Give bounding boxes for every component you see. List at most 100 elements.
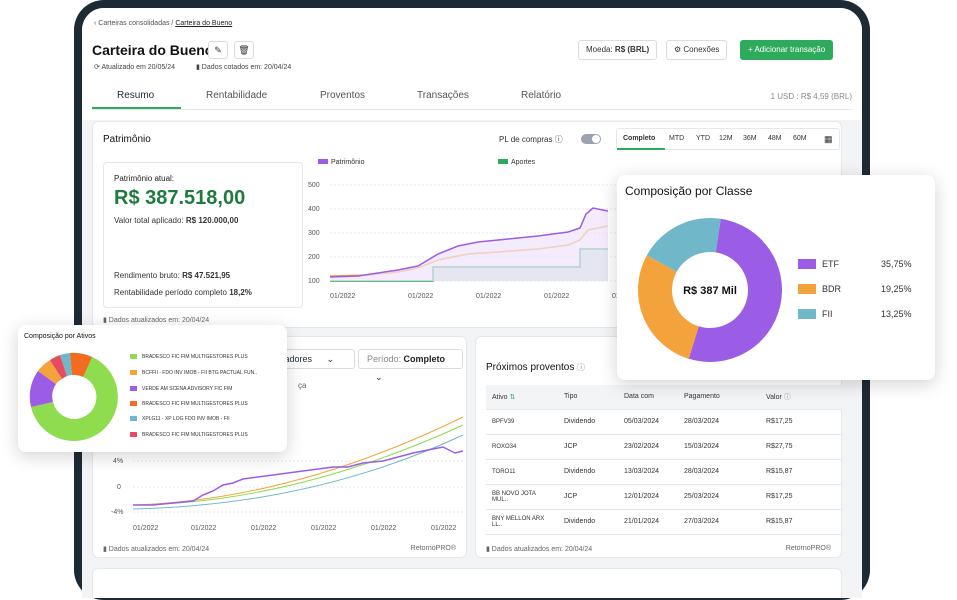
x-tick: 01/2022 (330, 293, 355, 300)
tab-rentabilidade[interactable]: Rentabilidade (206, 90, 268, 101)
etf-label: ETF (822, 259, 839, 269)
pl-toggle-text: PL de compras (499, 135, 553, 144)
series-teal-line (132, 434, 464, 510)
period-selector (616, 128, 840, 150)
period-completo[interactable]: Completo (623, 135, 656, 142)
legend-text: BCFFII - FDO INV IMOB - FII BTG PACTUAL … (142, 370, 258, 376)
calendar-icon[interactable]: ▦ (824, 134, 833, 144)
y-tick: -4% (111, 509, 123, 516)
indicators-text: cadores (280, 354, 313, 364)
period-12m[interactable]: 12M (719, 135, 733, 142)
swatch (130, 370, 137, 376)
page-title: Carteira do Bueno (92, 42, 214, 58)
proventos-footer: ▮ Dados atualizados em: 20/04/24 (486, 546, 593, 553)
applied-label: Valor total aplicado: (114, 216, 184, 225)
table-row[interactable]: BNY MELLON ARX LL.. Dividendo 21/01/2024 27… (486, 509, 842, 535)
y-tick: 300 (308, 230, 320, 237)
legend-text: VERDE AM SCENA ADVISORY FIC FIM (142, 386, 233, 392)
col-valor: Valor ⓘ (760, 385, 842, 410)
tab-relatorio[interactable]: Relatório (521, 90, 562, 101)
currency-value: R$ (BRL) (614, 45, 650, 54)
table-row[interactable]: BB NOVO JOTA MUL.. JCP 12/01/2024 25/03/202… (486, 484, 842, 510)
rent-footer: ▮ Dados atualizados em: 20/04/24 (103, 546, 210, 553)
currency-select[interactable]: Moeda: R$ (BRL) (578, 40, 658, 60)
cell-tipo: Dividendo (558, 509, 618, 535)
breadcrumb-current[interactable]: Carteira do Bueno (175, 20, 233, 27)
etf-value: 35,75% (881, 259, 912, 269)
breadcrumb-root[interactable]: Carteiras consolidadas / (98, 20, 174, 27)
y-tick: 200 (308, 254, 320, 261)
y-tick: 400 (308, 206, 320, 213)
info-icon[interactable]: ⓘ (577, 363, 586, 372)
classe-center-label: R$ 387 Mil (683, 285, 737, 297)
cell-data: 12/01/2024 (618, 484, 678, 510)
updated-date: ⟳ Atualizado em 20/05/24 (94, 64, 175, 71)
y-ticks: 500 400 300 200 100 (308, 182, 320, 285)
back-icon[interactable]: ‹ (94, 20, 99, 27)
period-48m[interactable]: 48M (768, 135, 782, 142)
legend-text: BRADESCO FIC FIM MULTIGESTORES PLUS (142, 401, 248, 407)
quoted-text: Dados cotados em: 20/04/24 (201, 64, 292, 71)
period-36m[interactable]: 36M (743, 135, 757, 142)
swatch (130, 354, 137, 360)
gross-value: R$ 47.521,95 (182, 271, 231, 280)
legend-text: XPLG11 - XP LOG FDO INV IMOB - FII (142, 416, 230, 422)
period-60m[interactable]: 60M (793, 135, 807, 142)
series-purple-line (133, 446, 464, 506)
y-tick: 4% (113, 458, 123, 465)
tab-transacoes[interactable]: Transações (417, 90, 469, 101)
cell-ativo: TORO11 (486, 459, 558, 485)
period-select-value: Completo (403, 354, 446, 364)
cell-tipo: Dividendo (558, 459, 618, 485)
classe-title: Composição por Classe (625, 184, 753, 198)
legend-aportes-swatch (498, 159, 508, 164)
x-tick: 01/2022 (476, 293, 501, 300)
classe-slices (638, 218, 783, 362)
cell-pagamento: 27/03/2024 (678, 509, 760, 535)
usd-rate: 1 USD : R$ 4,59 (BRL) (771, 92, 852, 101)
col-tipo: Tipo (558, 385, 618, 410)
cell-tipo: Dividendo (558, 409, 618, 435)
slice-6 (50, 355, 67, 379)
trash-icon[interactable]: 🗑 (234, 41, 254, 59)
rent-fragment: ça (298, 381, 307, 390)
cell-ativo: BNY MELLON ARX LL.. (486, 509, 558, 535)
cell-pagamento: 25/03/2024 (678, 484, 760, 510)
legend-patrimonio-swatch (318, 159, 328, 164)
pl-toggle-switch[interactable] (581, 134, 601, 144)
period-select[interactable]: Período: Completo ⌄ (358, 349, 463, 382)
usd-rate-label: 1 USD : (770, 92, 799, 101)
table-row[interactable]: TORO11 Dividendo 13/03/2024 28/03/2024 R$15,… (486, 459, 842, 485)
col-valor-label: Valor (766, 393, 782, 401)
ativos-legend-item: BRADESCO FIC FIM MULTIGESTORES PLUS (130, 354, 248, 360)
cell-ativo: ROXO34 (486, 434, 558, 460)
legend-aportes: Aportes (511, 159, 536, 166)
table-row[interactable]: BPFV39 Dividendo 05/03/2024 28/03/2024 R$17,… (486, 409, 842, 435)
return-row: Rentabilidade período completo 18,2% (114, 288, 252, 297)
bdr-value: 19,25% (881, 284, 912, 294)
edit-icon[interactable]: ✎ (208, 41, 228, 59)
x-tick: 01/2022 (191, 525, 216, 532)
x-tick: 01/2022 (431, 525, 456, 532)
period-mtd[interactable]: MTD (669, 135, 685, 142)
next-card (92, 568, 842, 598)
cell-data: 05/03/2024 (618, 409, 678, 435)
patrimonio-title: Patrimônio (103, 134, 151, 145)
bdr-label: BDR (822, 284, 842, 294)
proventos-title-text: Próximos proventos (486, 362, 575, 373)
info-icon[interactable]: ⓘ (783, 393, 791, 401)
quoted-date: ▮ Dados cotados em: 20/04/24 (196, 64, 292, 71)
patrimonio-card: Patrimônio PL de compras ⓘ Completo MTD … (92, 121, 842, 328)
cell-data: 21/01/2024 (618, 509, 678, 535)
connections-button[interactable]: ⚙ Conexões (666, 40, 728, 60)
sort-icon[interactable]: ⇅ (509, 393, 516, 401)
cell-tipo: JCP (558, 484, 618, 510)
tab-resumo[interactable]: Resumo (117, 90, 155, 101)
table-row[interactable]: ROXO34 JCP 23/02/2024 15/03/2024 R$27,75 (486, 434, 842, 460)
tab-proventos[interactable]: Proventos (320, 90, 366, 101)
rentabilidade-chart: 4% 0 -4% 01/2022 01/2022 01/2022 01/2022… (111, 416, 464, 532)
col-ativo[interactable]: Ativo ⇅ (486, 385, 558, 410)
x-ticks: 01/2022 01/2022 01/2022 01/2022 01/2022 (330, 293, 637, 300)
add-transaction-button[interactable]: + Adicionar transação (740, 40, 834, 60)
period-ytd[interactable]: YTD (696, 135, 710, 142)
